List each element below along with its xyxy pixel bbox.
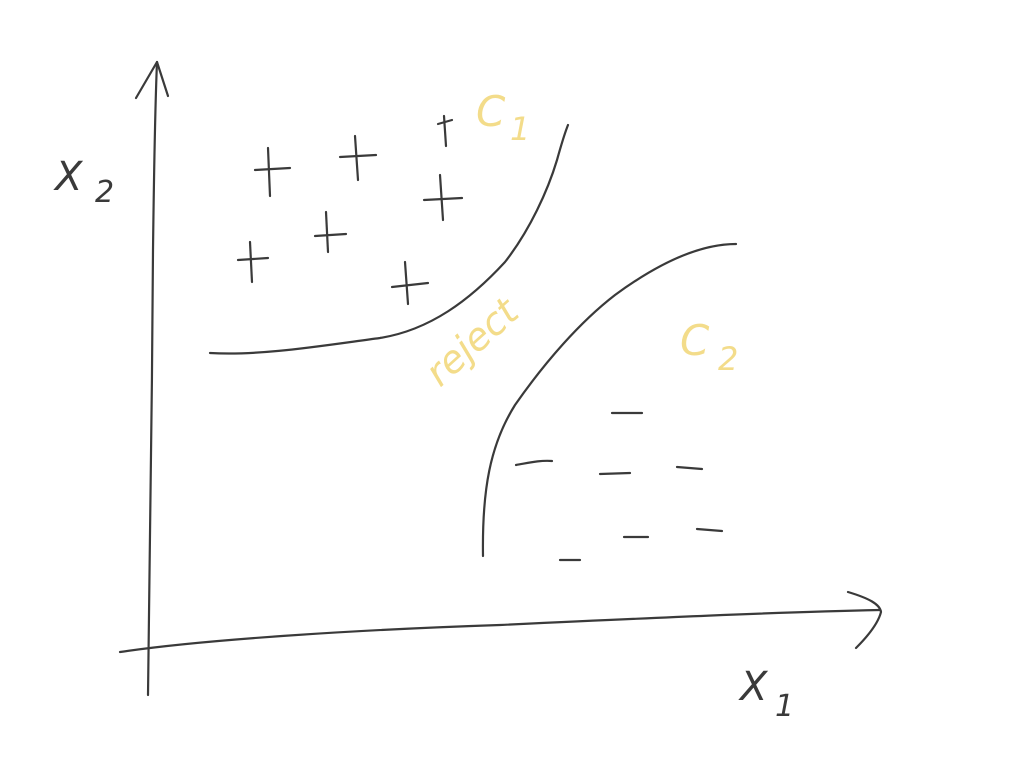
class1-label: C 1 (476, 87, 530, 148)
class2-markers (514, 411, 724, 562)
minus-marker (695, 527, 724, 533)
plus-marker (390, 260, 430, 306)
minus-marker (514, 459, 554, 467)
plus-marker (313, 210, 348, 254)
x-axis-arrowhead (846, 590, 883, 650)
y-axis-line (146, 60, 159, 697)
class1-markers (236, 114, 464, 306)
y-axis-label: X 2 (53, 154, 114, 210)
x-axis-label: X 1 (738, 664, 794, 724)
class1-decision-boundary (208, 123, 570, 355)
minus-marker (598, 471, 632, 476)
x-axis-line (118, 608, 882, 654)
plus-marker (253, 146, 292, 198)
plus-marker (422, 173, 464, 222)
x-axis-label-subscript: 1 (775, 689, 794, 724)
class2-label-letter: C (680, 316, 710, 365)
y-axis-arrowhead (134, 60, 170, 100)
class2-decision-boundary (481, 242, 738, 558)
x-axis (118, 590, 883, 654)
plus-marker (436, 114, 454, 148)
class1-label-subscript: 1 (510, 110, 530, 148)
plus-marker (338, 134, 378, 182)
minus-marker (675, 465, 704, 471)
class1-label-letter: C (476, 87, 506, 136)
x-axis-label-letter: X (738, 664, 769, 710)
y-axis-label-letter: X (53, 154, 84, 200)
y-axis (134, 60, 170, 697)
class2-label-subscript: 2 (718, 340, 738, 378)
reject-region-label: reject (417, 288, 529, 395)
plus-marker (236, 240, 270, 284)
y-axis-label-subscript: 2 (95, 175, 114, 210)
class2-label: C 2 (680, 316, 738, 378)
